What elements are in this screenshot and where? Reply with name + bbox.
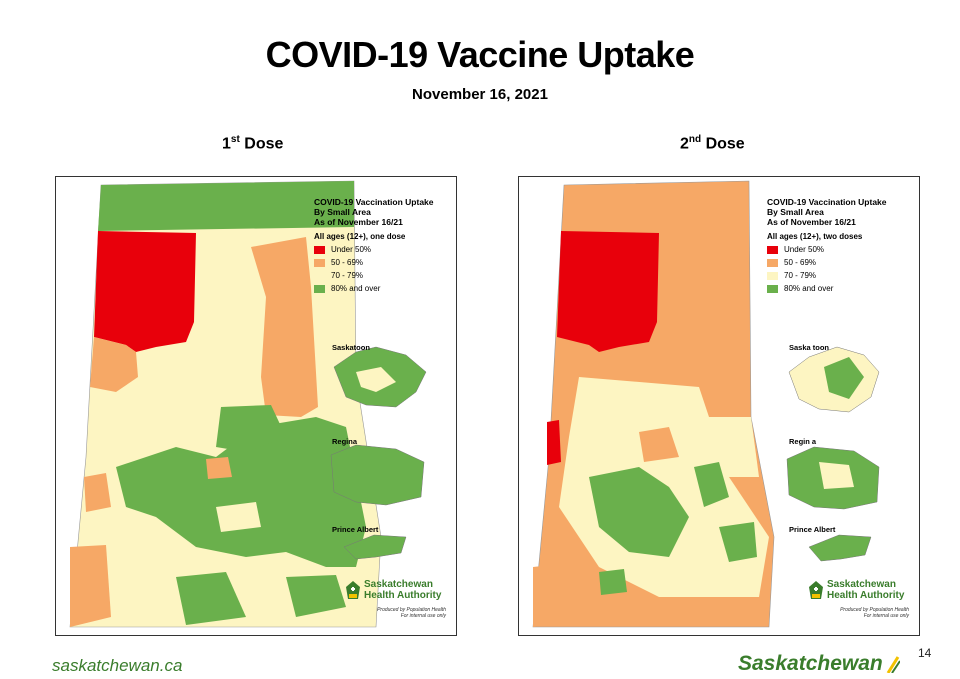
region-north-strip: [98, 181, 354, 231]
legend-item-70-79: 70 - 79%: [314, 271, 434, 281]
region-central-green: [589, 467, 689, 557]
legend-item-70-79: 70 - 79%: [767, 271, 887, 281]
sha-logo: Saskatchewan Health Authority: [346, 579, 441, 601]
region-southwest-orange: [70, 545, 111, 627]
legend-item-80plus: 80% and over: [314, 284, 434, 294]
inset-prince-albert: [808, 534, 872, 562]
region-east-green: [216, 405, 286, 452]
inset-regina-patch: [819, 462, 854, 489]
inset-regina: [330, 444, 425, 506]
page-number: 14: [918, 646, 932, 660]
inset-saskatoon-patch: [356, 367, 396, 392]
legend-item-under50: Under 50%: [767, 245, 887, 255]
region-west-red: [547, 420, 561, 465]
footer-website: saskatchewan.ca: [52, 656, 183, 675]
wheat-icon: [886, 655, 901, 675]
inset-label-saskatoon: Saskatoon: [332, 343, 370, 352]
inset-label-regina: Regina: [332, 437, 358, 446]
page-title: COVID-19 Vaccine Uptake: [265, 34, 695, 75]
region-patch-orange: [206, 457, 232, 479]
sha-logo: Saskatchewan Health Authority: [809, 579, 904, 601]
inset-prince-albert: [343, 534, 407, 560]
map-legend: COVID-19 Vaccination Uptake By Small Are…: [767, 197, 887, 294]
region-northwest: [557, 231, 659, 352]
region-island: [216, 502, 261, 532]
legend-item-50-69: 50 - 69%: [314, 258, 434, 268]
region-south-green: [176, 572, 246, 625]
sha-leaf-icon: [346, 581, 360, 599]
footer-logo-text: Saskatchewan: [738, 652, 901, 676]
map-panel-second-dose: COVID-19 Vaccination Uptake By Small Are…: [518, 176, 920, 636]
inset-label-saskatoon: Saska toon: [789, 343, 830, 352]
map-first-dose: [69, 180, 427, 628]
inset-label-prince-albert: Prince Albert: [789, 525, 836, 534]
region-island-2: [136, 382, 176, 432]
region-southeast-green: [286, 575, 346, 617]
region-west-patch: [84, 473, 111, 512]
region-central-green: [116, 417, 366, 567]
sha-leaf-icon: [809, 581, 823, 599]
legend-item-under50: Under 50%: [314, 245, 434, 255]
inset-label-prince-albert: Prince Albert: [332, 525, 379, 534]
region-northwest: [94, 231, 196, 352]
region-patch-orange: [639, 427, 679, 462]
legend-item-50-69: 50 - 69%: [767, 258, 887, 268]
page-date: November 16, 2021: [412, 86, 548, 103]
produced-note: Produced by Population Health For interna…: [377, 607, 446, 619]
inset-label-regina: Regin a: [789, 437, 817, 446]
region-green-4: [599, 569, 627, 595]
dose-label-2: 2nd Dose: [680, 134, 745, 153]
region-green-2: [694, 462, 729, 507]
region-green-3: [719, 522, 757, 562]
dose-label-1: 1st Dose: [222, 134, 284, 153]
map-second-dose: [532, 180, 880, 628]
region-west-orange: [90, 337, 138, 392]
region-southwest-orange: [533, 562, 599, 627]
produced-note: Produced by Population Health For interna…: [840, 607, 909, 619]
map-panel-first-dose: COVID-19 Vaccination Uptake By Small Are…: [55, 176, 457, 636]
legend-item-80plus: 80% and over: [767, 284, 887, 294]
inset-saskatoon-patch: [824, 357, 864, 399]
region-northeast: [251, 237, 318, 417]
map-legend: COVID-19 Vaccination Uptake By Small Are…: [314, 197, 434, 294]
